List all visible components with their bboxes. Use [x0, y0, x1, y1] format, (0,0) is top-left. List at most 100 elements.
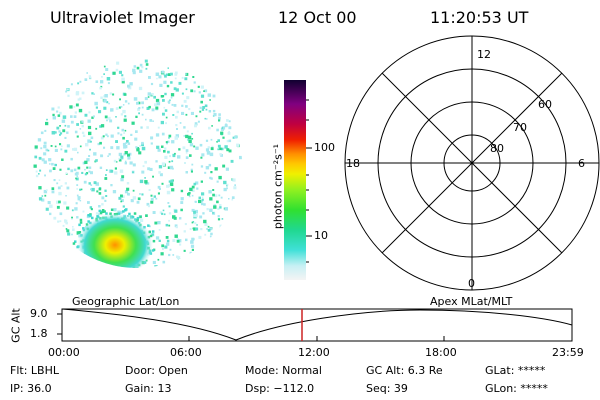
speckle	[154, 265, 158, 268]
speckle	[231, 198, 234, 201]
speckle	[225, 167, 229, 171]
speckle	[181, 76, 184, 79]
speckle	[41, 158, 45, 162]
speckle	[87, 119, 91, 123]
speckle	[157, 221, 161, 225]
speckle	[177, 256, 181, 260]
speckle	[120, 113, 123, 116]
speckle	[100, 154, 103, 158]
speckle	[200, 180, 203, 183]
speckle	[199, 110, 202, 113]
speckle	[216, 141, 218, 143]
speckle	[193, 145, 196, 148]
speckle	[201, 196, 204, 199]
speckle	[91, 216, 94, 220]
time-tick-1200: 12:00	[298, 346, 330, 359]
speckle	[43, 141, 47, 145]
speckle	[139, 69, 143, 73]
speckle	[146, 202, 150, 206]
speckle	[177, 155, 181, 159]
speckle	[230, 159, 234, 163]
speckle	[207, 228, 211, 232]
speckle	[132, 71, 136, 75]
speckle	[34, 145, 38, 149]
speckle	[83, 180, 87, 184]
speckle	[146, 182, 150, 185]
speckle	[219, 153, 222, 156]
speckle	[128, 212, 131, 216]
speckle	[142, 165, 145, 168]
speckle	[174, 136, 178, 140]
speckle	[57, 186, 61, 190]
speckle	[161, 145, 164, 148]
speckle	[76, 123, 79, 126]
speckle	[145, 63, 149, 66]
speckle	[100, 80, 104, 84]
speckle	[82, 258, 85, 262]
speckle	[212, 109, 216, 113]
speckle	[169, 99, 171, 102]
speckle	[95, 106, 98, 109]
speckle	[62, 224, 65, 227]
speckle	[82, 161, 86, 165]
speckle	[183, 249, 186, 252]
speckle	[90, 171, 93, 175]
speckle	[167, 67, 169, 69]
speckle	[110, 184, 113, 187]
speckle	[155, 106, 159, 110]
speckle	[102, 271, 105, 274]
speckle	[239, 155, 242, 160]
speckle	[132, 196, 137, 200]
speckle	[219, 204, 222, 207]
speckle	[175, 134, 179, 138]
speckle	[156, 77, 158, 80]
speckle	[105, 68, 109, 71]
speckle	[205, 108, 208, 111]
speckle	[39, 169, 42, 172]
speckle	[163, 106, 166, 109]
speckle	[59, 111, 62, 115]
speckle	[49, 212, 52, 216]
speckle	[162, 209, 165, 212]
speckle	[187, 135, 192, 140]
speckle	[168, 185, 171, 188]
speckle	[133, 97, 138, 101]
speckle	[78, 108, 83, 113]
speckle	[127, 142, 131, 145]
speckle	[129, 161, 133, 165]
speckle	[98, 110, 102, 114]
speckle	[49, 169, 52, 173]
speckle	[228, 198, 230, 200]
speckle	[148, 76, 151, 79]
speckle	[76, 231, 81, 235]
speckle	[59, 220, 62, 223]
speckle	[164, 92, 167, 96]
colorbar	[284, 80, 306, 280]
speckle	[172, 215, 176, 219]
speckle	[53, 216, 57, 220]
speckle	[174, 209, 178, 213]
speckle	[167, 166, 171, 169]
speckle	[59, 132, 63, 135]
speckle	[180, 197, 184, 201]
speckle	[194, 209, 198, 214]
speckle	[160, 252, 164, 256]
speckle	[131, 121, 135, 125]
speckle	[79, 221, 83, 224]
speckle	[101, 210, 105, 213]
speckle	[51, 107, 55, 111]
speckle	[127, 85, 132, 90]
speckle	[124, 93, 127, 96]
speckle	[74, 207, 78, 211]
speckle	[121, 199, 124, 202]
speckle	[212, 94, 216, 98]
speckle	[136, 147, 140, 150]
speckle	[175, 115, 178, 119]
speckle	[37, 138, 42, 142]
speckle	[141, 141, 144, 145]
speckle	[209, 99, 211, 101]
speckle	[87, 125, 92, 130]
speckle	[116, 146, 120, 150]
speckle	[45, 207, 49, 211]
speckle	[97, 213, 100, 216]
